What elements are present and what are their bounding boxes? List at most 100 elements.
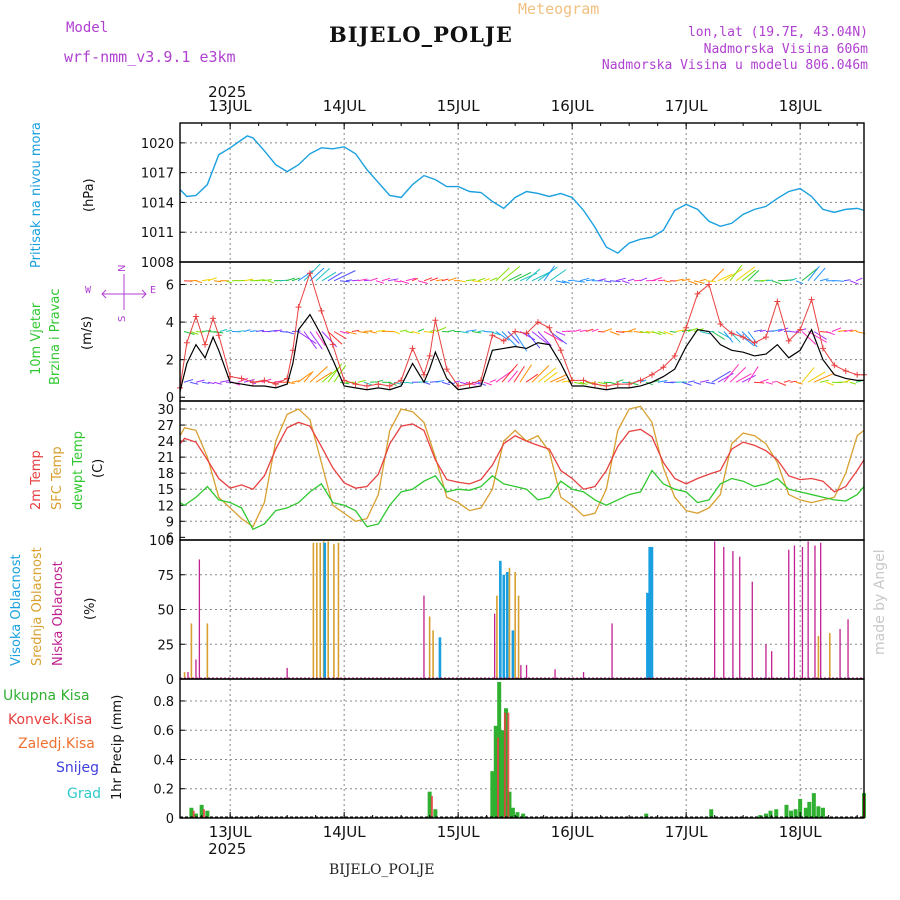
cloud-tick-label: 0 bbox=[166, 673, 174, 688]
cloud-low-bar bbox=[493, 613, 496, 679]
precip-total-bar bbox=[497, 681, 502, 818]
wind-arrow bbox=[303, 263, 321, 282]
wind-arrow bbox=[723, 364, 740, 383]
cloud-tick-label: 100 bbox=[149, 534, 174, 549]
cloud-low-bar bbox=[801, 546, 804, 679]
cloud-tick-label: 50 bbox=[157, 604, 174, 619]
precip-total-bar bbox=[644, 813, 649, 818]
wind-arrow bbox=[249, 330, 257, 332]
wind-arrow bbox=[705, 381, 716, 385]
wind-arrow bbox=[807, 371, 826, 383]
precip-tick-label: 0.6 bbox=[153, 724, 174, 739]
wind-arrow bbox=[309, 331, 323, 350]
wind-gust-marker bbox=[375, 381, 382, 388]
precip-conv-bar bbox=[202, 809, 205, 818]
wind-arrow bbox=[819, 278, 829, 282]
day-label-top: 18JUL bbox=[779, 97, 822, 115]
wind-gust-marker bbox=[426, 352, 433, 359]
wind-arrow bbox=[843, 329, 853, 332]
wind-arrow bbox=[441, 381, 450, 386]
wind-arrow bbox=[435, 379, 445, 383]
precip-total-bar bbox=[784, 804, 789, 818]
wind-gust-marker bbox=[557, 347, 564, 354]
cloud-high-bar bbox=[511, 630, 515, 679]
wind-arrow bbox=[363, 330, 373, 332]
wind-arrow bbox=[411, 331, 420, 335]
cloud-low-bar bbox=[582, 672, 585, 679]
wind-arrow bbox=[843, 379, 851, 383]
wind-arrow bbox=[681, 381, 692, 386]
wind-gust-marker bbox=[831, 362, 838, 369]
wind-arrow bbox=[201, 278, 211, 282]
wind-arrow bbox=[447, 329, 455, 332]
wind-arrow bbox=[477, 330, 485, 332]
wind-arrow bbox=[573, 329, 582, 332]
wind-arrow bbox=[459, 280, 467, 283]
wind-arrow bbox=[651, 277, 663, 282]
wind-arrow bbox=[369, 331, 377, 334]
temp-tick-label: 6 bbox=[166, 531, 174, 546]
wind-arrow bbox=[849, 329, 857, 332]
cloud-high-bar bbox=[499, 560, 502, 679]
wind-arrow bbox=[339, 280, 350, 283]
wind-arrow bbox=[207, 277, 217, 282]
wind-tick-label: 6 bbox=[166, 279, 174, 294]
wind-arrow bbox=[339, 331, 350, 334]
cloud-low-bar bbox=[765, 644, 767, 679]
wind-arrow bbox=[495, 331, 510, 341]
compass-e: E bbox=[150, 285, 157, 296]
wind-arrow bbox=[693, 381, 702, 385]
wind-arrow bbox=[819, 379, 830, 383]
day-label-bottom: 18JUL bbox=[779, 823, 822, 841]
wind-arrow bbox=[735, 266, 756, 282]
precip-tick-label: 0.8 bbox=[153, 695, 174, 710]
pressure-line bbox=[179, 135, 865, 254]
wind-arrow bbox=[801, 331, 817, 345]
wind-arrow bbox=[261, 279, 272, 282]
wind-arrow bbox=[771, 280, 782, 285]
temp-t2m-line bbox=[179, 421, 865, 493]
wind-gust-marker bbox=[774, 298, 781, 305]
wind-arrow bbox=[597, 278, 606, 282]
day-label-top: 16JUL bbox=[551, 97, 594, 115]
wind-gust-marker bbox=[272, 381, 279, 388]
wind-arrow bbox=[615, 331, 625, 333]
wind-arrow bbox=[375, 280, 385, 284]
wind-arrow bbox=[351, 279, 360, 282]
wind-arrow bbox=[519, 364, 532, 383]
wind-gust-marker bbox=[420, 371, 427, 378]
wind-arrow bbox=[297, 372, 312, 383]
wind-arrow bbox=[291, 380, 300, 383]
wind-arrow bbox=[381, 277, 391, 282]
wind-arrow bbox=[711, 370, 731, 383]
wind-arrow bbox=[699, 379, 710, 383]
wind-gust-marker bbox=[728, 330, 735, 337]
precip-total-bar bbox=[816, 806, 821, 818]
cloud-mid-bar bbox=[817, 635, 820, 679]
wind-arrow bbox=[789, 380, 797, 383]
wind-arrow bbox=[507, 370, 518, 383]
wind-arrow bbox=[543, 265, 556, 282]
wind-arrow bbox=[717, 372, 734, 383]
wind-arrow bbox=[327, 331, 343, 345]
cloud-mid-bar bbox=[333, 544, 335, 679]
wind-arrow bbox=[531, 365, 550, 383]
wind-arrow bbox=[471, 280, 482, 283]
pressure-tick-label: 1017 bbox=[141, 167, 174, 182]
temp-tick-label: 15 bbox=[157, 483, 174, 498]
altitude: Nadmorska Visina 606m bbox=[703, 42, 868, 57]
wind-arrow bbox=[423, 381, 431, 385]
wind-arrow bbox=[579, 277, 590, 282]
wind-arrow bbox=[585, 381, 594, 385]
wind-gust-marker bbox=[534, 319, 541, 326]
wind-arrow bbox=[675, 278, 684, 282]
cloud-mid-bar bbox=[327, 541, 329, 679]
precip-tick-label: 0.4 bbox=[153, 753, 174, 768]
wind-arrow bbox=[687, 380, 695, 383]
wind-arrow bbox=[351, 329, 360, 332]
wind-arrow bbox=[759, 378, 769, 383]
precip-total-bar bbox=[807, 801, 812, 818]
wind-arrow bbox=[705, 280, 716, 282]
cloud-mid-bar bbox=[312, 542, 315, 679]
precip-hail-label: Grad bbox=[67, 786, 102, 802]
